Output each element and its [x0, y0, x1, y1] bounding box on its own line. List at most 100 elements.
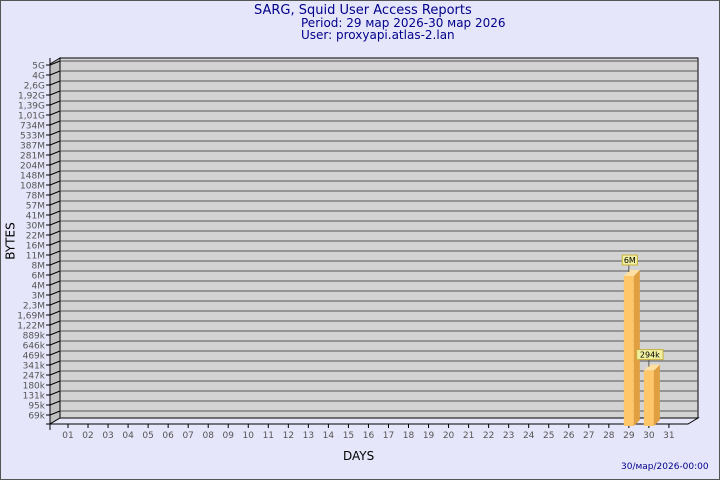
x-tick-label: 01 — [62, 431, 73, 441]
y-tick-diagonal — [49, 200, 61, 206]
x-tick-label: 29 — [623, 431, 635, 441]
y-tick-diagonal — [49, 240, 61, 246]
y-tick-label: 95k — [28, 402, 45, 412]
y-tick-diagonal — [49, 60, 61, 66]
chart-title: SARG, Squid User Access Reports — [254, 3, 472, 18]
y-tick-diagonal — [49, 80, 61, 86]
report-period: Period: 29 мар 2026-30 мар 2026 — [301, 16, 506, 30]
x-tick-label: 16 — [363, 431, 375, 441]
y-tick-diagonal — [49, 270, 61, 276]
bar-front-day-30 — [643, 370, 654, 426]
bar-top-day-29 — [623, 270, 640, 276]
y-tick-label: 41M — [26, 212, 45, 222]
y-tick-label: 341k — [23, 362, 46, 372]
y-tick-label: 57M — [26, 202, 45, 212]
x-tick-label: 27 — [583, 431, 594, 441]
x-tick-label: 03 — [102, 431, 113, 441]
y-tick-diagonal — [49, 90, 61, 96]
y-tick-label: 4M — [32, 282, 46, 292]
x-tick-label: 10 — [243, 431, 255, 441]
y-tick-label: 889k — [23, 332, 46, 342]
y-tick-label: 4G — [32, 72, 45, 82]
y-tick-label: 1,01G — [18, 112, 45, 122]
x-tick-label: 20 — [443, 431, 455, 441]
x-tick-label: 17 — [383, 431, 394, 441]
y-tick-label: 1,22M — [17, 322, 45, 332]
y-tick-diagonal — [49, 350, 61, 356]
y-tick-diagonal — [49, 140, 61, 146]
x-tick-label: 31 — [663, 431, 674, 441]
y-tick-diagonal — [49, 380, 61, 386]
y-tick-diagonal — [49, 190, 61, 196]
y-tick-label: 8M — [32, 262, 46, 272]
y-tick-diagonal — [49, 330, 61, 336]
y-tick-diagonal — [49, 120, 61, 126]
y-tick-diagonal — [49, 230, 61, 236]
y-tick-label: 108M — [20, 182, 45, 192]
y-tick-diagonal — [49, 180, 61, 186]
y-tick-label: 3M — [32, 292, 46, 302]
y-tick-diagonal — [49, 260, 61, 266]
x-tick-label: 08 — [202, 431, 214, 441]
y-tick-label: 16M — [26, 242, 45, 252]
x-tick-label: 13 — [303, 431, 314, 441]
bar-side-day-29 — [633, 270, 640, 426]
x-tick-label: 23 — [503, 431, 514, 441]
y-tick-label: 11M — [26, 252, 45, 262]
y-tick-label: 22M — [26, 232, 45, 242]
y-tick-diagonal — [49, 290, 61, 296]
y-tick-diagonal — [49, 410, 61, 416]
y-tick-label: 469k — [23, 352, 46, 362]
generated-timestamp: 30/мар/2026-00:00 — [621, 462, 709, 472]
bar-front-day-29 — [623, 276, 634, 426]
y-tick-label: 533M — [20, 132, 45, 142]
y-tick-diagonal — [49, 130, 61, 136]
x-tick-label: 09 — [223, 431, 235, 441]
y-tick-label: 6M — [32, 272, 46, 282]
x-tick-label: 05 — [142, 431, 153, 441]
y-tick-diagonal — [49, 170, 61, 176]
y-tick-label: 78M — [26, 192, 45, 202]
y-tick-label: 180k — [23, 382, 46, 392]
y-tick-diagonal — [49, 100, 61, 106]
x-tick-label: 18 — [403, 431, 415, 441]
y-tick-label: 30M — [26, 222, 45, 232]
x-tick-label: 25 — [543, 431, 554, 441]
y-tick-diagonal — [49, 320, 61, 326]
x-tick-label: 22 — [483, 431, 494, 441]
data-label-box — [621, 254, 638, 266]
y-tick-label: 2,6G — [24, 82, 45, 92]
y-tick-label: 204M — [20, 162, 45, 172]
y-tick-label: 387M — [20, 142, 45, 152]
y-tick-label: 1,69M — [17, 312, 45, 322]
y-tick-diagonal — [49, 220, 61, 226]
x-tick-label: 24 — [523, 431, 535, 441]
y-tick-diagonal — [49, 250, 61, 256]
report-user: User: proxyapi.atlas-2.lan — [301, 28, 455, 42]
y-tick-diagonal — [49, 70, 61, 76]
x-tick-label: 02 — [82, 431, 93, 441]
y-tick-label: 281M — [20, 152, 45, 162]
x-tick-label: 07 — [182, 431, 193, 441]
data-label-box — [636, 349, 664, 361]
x-axis-label: DAYS — [343, 449, 375, 463]
x-tick-label: 21 — [463, 431, 474, 441]
y-tick-label: 5G — [32, 62, 45, 72]
x-tick-label: 11 — [263, 431, 274, 441]
y-tick-label: 69k — [28, 412, 45, 422]
y-tick-label: 734M — [20, 122, 45, 132]
y-tick-diagonal — [49, 360, 61, 366]
data-label-day-30: 294k — [640, 351, 660, 360]
y-tick-label: 1,92G — [18, 92, 45, 102]
y-tick-label: 148M — [20, 172, 45, 182]
x-tick-label: 28 — [603, 431, 615, 441]
x-tick-label: 12 — [283, 431, 294, 441]
y-tick-diagonal — [49, 310, 61, 316]
y-tick-diagonal — [49, 300, 61, 306]
y-tick-label: 1,39G — [18, 102, 45, 112]
x-tick-label: 15 — [343, 431, 354, 441]
y-tick-diagonal — [49, 340, 61, 346]
y-tick-label: 2,3M — [23, 302, 45, 312]
y-tick-diagonal — [49, 150, 61, 156]
